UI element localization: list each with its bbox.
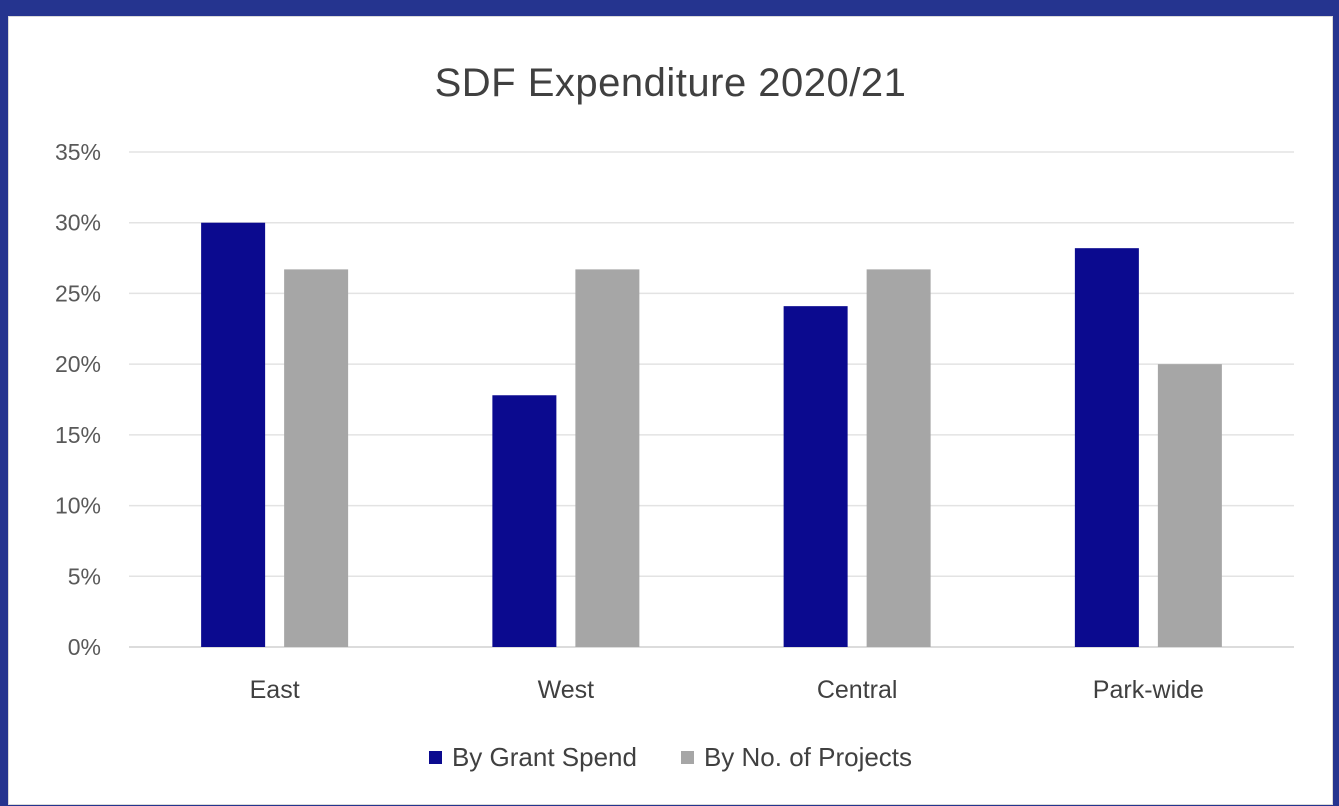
bar-park-wide-series-0 (1074, 248, 1139, 647)
legend-label-grant-spend: By Grant Spend (451, 742, 637, 772)
chart-card: SDF Expenditure 2020/21 0% 5% 10% 15% 20% 25%… (8, 16, 1333, 805)
x-axis-ticks: East West Central Park-wide (250, 676, 1204, 704)
y-tick-label: 25% (55, 280, 101, 306)
y-tick-label: 5% (68, 563, 101, 589)
chart-title: SDF Expenditure 2020/21 (434, 61, 907, 105)
x-tick-label: Park-wide (1093, 676, 1204, 704)
legend-swatch-no-of-projects (680, 751, 694, 764)
y-tick-label: 15% (55, 422, 101, 448)
legend-item-grant-spend: By Grant Spend (428, 742, 637, 773)
bar-central-series-1 (866, 269, 931, 647)
x-tick-label: West (538, 676, 595, 704)
chart-plot-area: 0% 5% 10% 15% 20% 25% 30% 35% East West Central Pa… (55, 139, 1294, 704)
bar-west-series-0 (492, 395, 557, 647)
bar-east-series-0 (201, 222, 266, 647)
y-tick-label: 10% (55, 493, 101, 519)
y-tick-label: 20% (55, 351, 101, 377)
y-tick-label: 0% (68, 634, 101, 660)
x-tick-label: East (250, 676, 300, 704)
chart-legend: By Grant Spend By No. of Projects (9, 742, 1332, 773)
legend-label-no-of-projects: By No. of Projects (703, 742, 913, 772)
x-tick-label: Central (817, 676, 898, 704)
bar-park-wide-series-1 (1157, 364, 1222, 647)
bar-central-series-0 (783, 306, 848, 647)
y-axis-ticks: 0% 5% 10% 15% 20% 25% 30% 35% (55, 139, 101, 660)
bar-west-series-1 (575, 269, 640, 647)
y-tick-label: 30% (55, 210, 101, 236)
y-tick-label: 35% (55, 139, 101, 165)
bar-east-series-1 (284, 269, 349, 647)
legend-item-no-of-projects: By No. of Projects (680, 742, 913, 773)
legend-swatch-grant-spend (428, 751, 442, 764)
bars (201, 222, 1222, 647)
